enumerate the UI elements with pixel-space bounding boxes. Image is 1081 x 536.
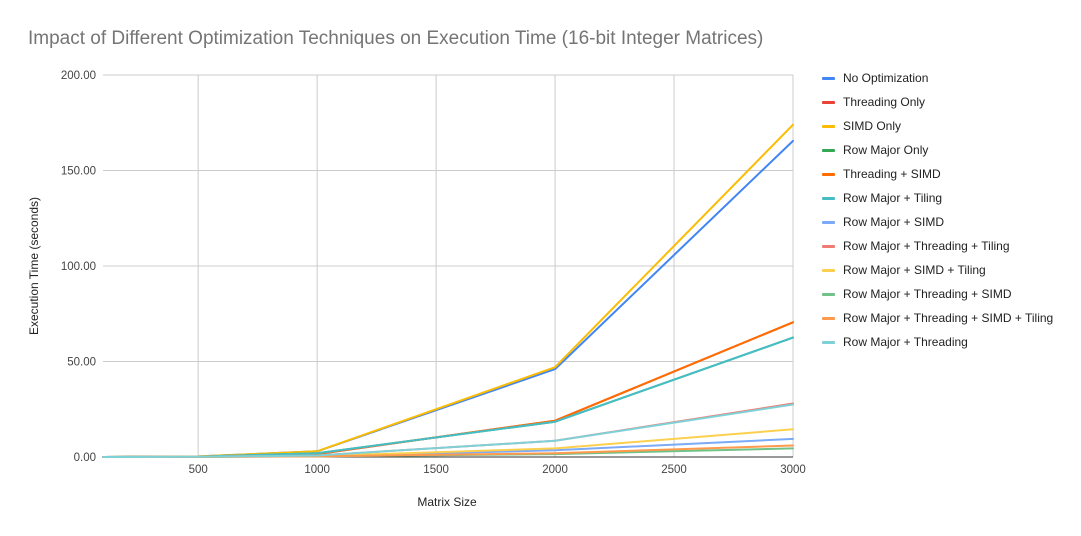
- legend-item: Row Major + Threading + SIMD + Tiling: [822, 306, 1053, 330]
- legend-swatch: [822, 292, 835, 296]
- x-tick-label: 2000: [542, 464, 568, 476]
- grid-layer: [103, 74, 794, 457]
- legend-item: Row Major + Threading + Tiling: [822, 234, 1053, 258]
- legend-item: SIMD Only: [822, 114, 1053, 138]
- legend-label: Threading Only: [843, 95, 926, 109]
- x-tick-label: 1500: [423, 464, 449, 476]
- y-tick-label: 0.00: [74, 452, 96, 464]
- legend-item: Row Major Only: [822, 138, 1053, 162]
- y-axis-title: Execution Time (seconds): [27, 197, 41, 335]
- series-line-simd-only: [102, 123, 794, 458]
- legend-label: Row Major + Threading + SIMD: [843, 287, 1012, 301]
- series-line-no-optimization: [102, 139, 794, 458]
- legend-label: Row Major + Threading + SIMD + Tiling: [843, 311, 1054, 325]
- y-tick-label: 100.00: [61, 261, 96, 273]
- legend-swatch: [822, 124, 835, 128]
- y-tick-label: 50.00: [67, 357, 96, 369]
- legend-item: Threading + SIMD: [822, 162, 1053, 186]
- axis-layer: 0.00 50.00 100.00 150.00 200.00 500 1000 1500 20…: [61, 70, 806, 476]
- x-tick-label: 1000: [304, 464, 330, 476]
- series-line-row-major-threading: [102, 403, 794, 458]
- legend-label: Threading + SIMD: [843, 167, 941, 181]
- legend-item: Row Major + Threading: [822, 330, 1053, 354]
- legend-item: No Optimization: [822, 66, 1053, 90]
- legend-item: Row Major + SIMD + Tiling: [822, 258, 1053, 282]
- legend-label: Row Major + Threading: [843, 335, 968, 349]
- legend-label: Row Major + Tiling: [843, 191, 943, 205]
- legend-item: Row Major + Threading + SIMD: [822, 282, 1053, 306]
- legend-label: No Optimization: [843, 71, 929, 85]
- legend-swatch: [822, 220, 835, 224]
- x-tick-label: 3000: [780, 464, 806, 476]
- legend-item: Row Major + SIMD: [822, 210, 1053, 234]
- legend-label: Row Major + SIMD: [843, 215, 945, 229]
- chart-title: Impact of Different Optimization Techniq…: [28, 28, 764, 49]
- legend-label: SIMD Only: [843, 119, 902, 133]
- legend-swatch: [822, 100, 835, 104]
- legend-swatch: [822, 340, 835, 344]
- y-tick-label: 200.00: [61, 70, 96, 82]
- legend-item: Row Major + Tiling: [822, 186, 1053, 210]
- legend-label: Row Major + Threading + Tiling: [843, 239, 1010, 253]
- legend-swatch: [822, 76, 835, 80]
- series-line-row-major-tiling: [102, 336, 794, 458]
- legend-swatch: [822, 196, 835, 200]
- legend-label: Row Major + SIMD + Tiling: [843, 263, 986, 277]
- legend-swatch: [822, 244, 835, 248]
- chart-legend: No Optimization Threading Only SIMD Only Ro…: [822, 66, 1053, 354]
- x-tick-label: 500: [189, 464, 208, 476]
- legend-swatch: [822, 268, 835, 272]
- legend-swatch: [822, 316, 835, 320]
- legend-swatch: [822, 172, 835, 176]
- legend-item: Threading Only: [822, 90, 1053, 114]
- legend-swatch: [822, 148, 835, 152]
- x-axis-title: Matrix Size: [417, 495, 477, 509]
- series-layer: [102, 123, 794, 458]
- legend-label: Row Major Only: [843, 143, 929, 157]
- series-line-row-major-only: [102, 336, 794, 458]
- y-tick-label: 150.00: [61, 166, 96, 178]
- x-tick-label: 2500: [661, 464, 687, 476]
